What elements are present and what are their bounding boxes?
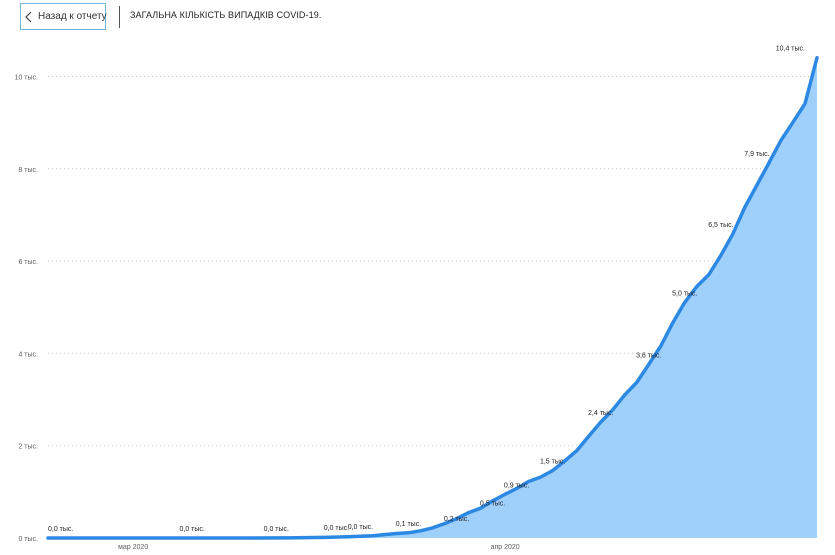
data-label: 3,6 тыс. (636, 352, 661, 359)
back-to-report-button[interactable]: Назад к отчету (20, 3, 107, 30)
series-line (46, 55, 819, 540)
data-label: 1,5 тыс. (540, 459, 565, 466)
data-labels: 0,0 тыс. 0,0 тыс. 0,0 тыс. 0,0 тыс.0,0 тыс.… (48, 46, 805, 533)
data-label: 5,0 тыс. (672, 290, 697, 297)
data-label: 0,0 тыс. (180, 526, 205, 533)
visual-header: Назад к отчету ЗАГАЛЬНА КІЛЬКІСТЬ ВИПАДК… (0, 0, 835, 36)
gridlines (48, 75, 817, 447)
data-label: 0,1 тыс. (396, 521, 421, 528)
x-tick-label: мар 2020 (118, 544, 148, 551)
x-tick-label: апр 2020 (491, 544, 520, 551)
data-label: 0,0 тыс. (324, 525, 349, 532)
data-label: 2,4 тыс. (588, 410, 613, 417)
chevron-left-icon (24, 10, 34, 24)
back-button-label: Назад к отчету (38, 11, 107, 22)
data-label: 0,0 тыс. (48, 526, 73, 533)
data-label: 0,2 тыс. (444, 516, 469, 523)
y-tick-label: 0 тыс. (18, 536, 38, 543)
data-label: 0,5 тыс. (480, 501, 505, 508)
data-label: 6,5 тыс. (708, 222, 733, 229)
data-label: 10,4 тыс. (776, 46, 805, 53)
y-tick-label: 4 тыс. (18, 351, 38, 358)
data-label: 7,9 тыс. (744, 151, 769, 158)
chart-title: ЗАГАЛЬНА КІЛЬКІСТЬ ВИПАДКІВ COVID-19. (130, 10, 322, 20)
y-axis: 0 тыс. 2 тыс. 4 тыс. 6 тыс. 8 тыс. 10 тыс. (15, 74, 38, 543)
data-label: 0,0 тыс. (264, 526, 289, 533)
y-tick-label: 10 тыс. (15, 74, 38, 81)
y-tick-label: 8 тыс. (18, 167, 38, 174)
series-area (46, 55, 819, 540)
header-divider (119, 6, 120, 28)
series-area-fill (48, 57, 817, 538)
y-tick-label: 2 тыс. (18, 444, 38, 451)
data-label: 0,0 тыс. (348, 524, 373, 531)
data-label: 0,9 тыс. (504, 483, 529, 490)
y-tick-label: 6 тыс. (18, 259, 38, 266)
x-axis: мар 2020 апр 2020 (118, 544, 520, 551)
